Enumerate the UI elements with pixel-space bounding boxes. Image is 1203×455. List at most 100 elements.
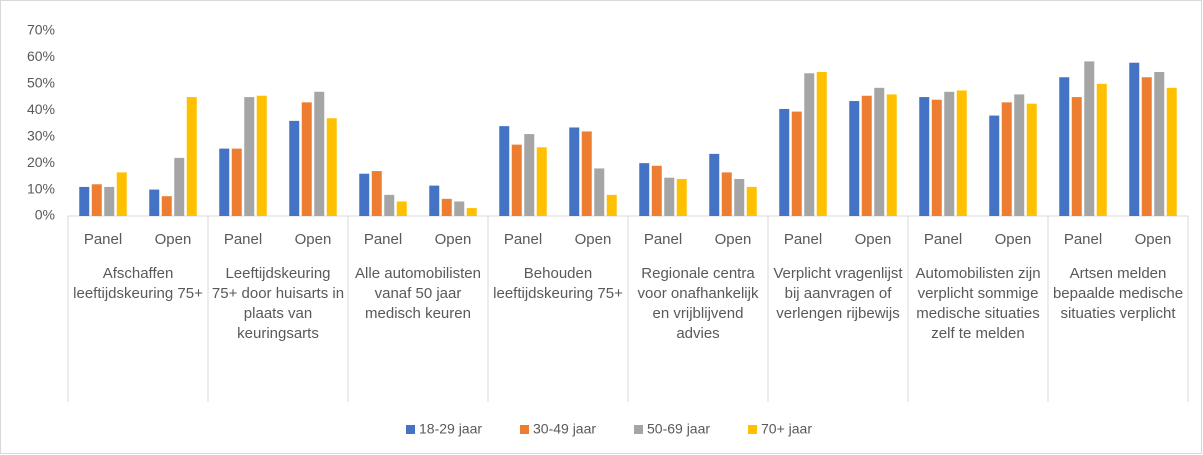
x-tick-label: Panel (644, 231, 682, 248)
x-tick-label: Panel (784, 231, 822, 248)
bar (466, 208, 477, 216)
bar (454, 201, 465, 216)
x-tick-label: Open (575, 231, 612, 248)
bar (816, 71, 827, 216)
bar (886, 94, 897, 216)
bar (804, 73, 815, 217)
bar (289, 120, 300, 216)
group-label: Behouden leeftijdskeuring 75+ (493, 265, 623, 302)
x-tick-label: Panel (1064, 231, 1102, 248)
x-tick-label: Open (295, 231, 332, 248)
group-label: Automobilisten zijn verplicht sommige me… (915, 265, 1041, 342)
bar (1154, 71, 1165, 216)
bar (594, 168, 605, 216)
legend-swatch (748, 425, 757, 434)
x-tick-label: Panel (364, 231, 402, 248)
bar (1141, 77, 1152, 216)
bar (104, 186, 115, 216)
bar (441, 198, 452, 216)
x-tick-label: Open (715, 231, 752, 248)
y-tick-label: 0% (35, 207, 55, 223)
bar (791, 111, 802, 216)
x-tick-label: Open (155, 231, 192, 248)
bar (944, 91, 955, 216)
bar (256, 95, 267, 216)
bar (874, 87, 885, 216)
bar (429, 185, 440, 216)
bar (1026, 103, 1037, 216)
bar (779, 108, 790, 216)
legend-label: 30-49 jaar (533, 421, 596, 437)
bar (384, 194, 395, 216)
group-label: Regionale centra voor onafhankelijk en v… (637, 265, 759, 342)
bar (651, 165, 662, 216)
bar (244, 97, 255, 216)
bar (149, 189, 160, 216)
group-label: Leeftijdskeuring 75+ door huisarts in pl… (211, 265, 345, 342)
bar (359, 173, 370, 216)
bar (396, 201, 407, 216)
x-tick-label: Open (1135, 231, 1172, 248)
group-label: Alle automobilisten vanaf 50 jaar medisc… (355, 265, 481, 322)
x-tick-label: Panel (504, 231, 542, 248)
bar (1166, 87, 1177, 216)
bar (746, 186, 757, 216)
bar (1129, 62, 1140, 216)
bar (956, 90, 967, 216)
x-tick-label: Panel (224, 231, 262, 248)
bar (1084, 61, 1095, 217)
bar (1001, 102, 1012, 216)
bar (314, 91, 325, 216)
y-tick-label: 20% (27, 154, 55, 170)
y-tick-label: 40% (27, 101, 55, 117)
bar (301, 102, 312, 216)
bar (1059, 77, 1070, 216)
bar (79, 186, 90, 216)
y-tick-label: 70% (27, 22, 55, 38)
group-label: Afschaffen leeftijdskeuring 75+ (73, 265, 203, 302)
bar (931, 99, 942, 216)
bar (919, 97, 930, 216)
x-tick-label: Open (435, 231, 472, 248)
legend-swatch (406, 425, 415, 434)
bar (639, 163, 650, 216)
x-tick-label: Panel (84, 231, 122, 248)
x-tick-label: Open (995, 231, 1032, 248)
y-tick-label: 60% (27, 48, 55, 64)
bar (371, 171, 382, 216)
bar (849, 101, 860, 216)
bar (174, 157, 185, 216)
bar (499, 126, 510, 216)
bar (606, 194, 617, 216)
bar (1071, 97, 1082, 216)
legend-label: 70+ jaar (761, 421, 812, 437)
bar (734, 179, 745, 216)
x-tick-label: Panel (924, 231, 962, 248)
bar (524, 134, 535, 216)
bar (219, 148, 230, 216)
y-tick-label: 50% (27, 75, 55, 91)
bar (721, 172, 732, 216)
bar (989, 115, 1000, 216)
bar (536, 147, 547, 216)
bar (1014, 94, 1025, 216)
bar (326, 118, 337, 216)
bar (676, 179, 687, 216)
bar (511, 144, 522, 216)
bar (1096, 83, 1107, 216)
group-label: Verplicht vragenlijst bij aanvragen of v… (773, 265, 903, 322)
y-tick-label: 10% (27, 180, 55, 196)
bar (709, 153, 720, 216)
bar (664, 177, 675, 216)
bar (581, 131, 592, 216)
legend-swatch (634, 425, 643, 434)
bar (91, 184, 102, 216)
bar (186, 97, 197, 216)
x-tick-label: Open (855, 231, 892, 248)
bar (861, 95, 872, 216)
bar (569, 127, 580, 216)
bar (231, 148, 242, 216)
